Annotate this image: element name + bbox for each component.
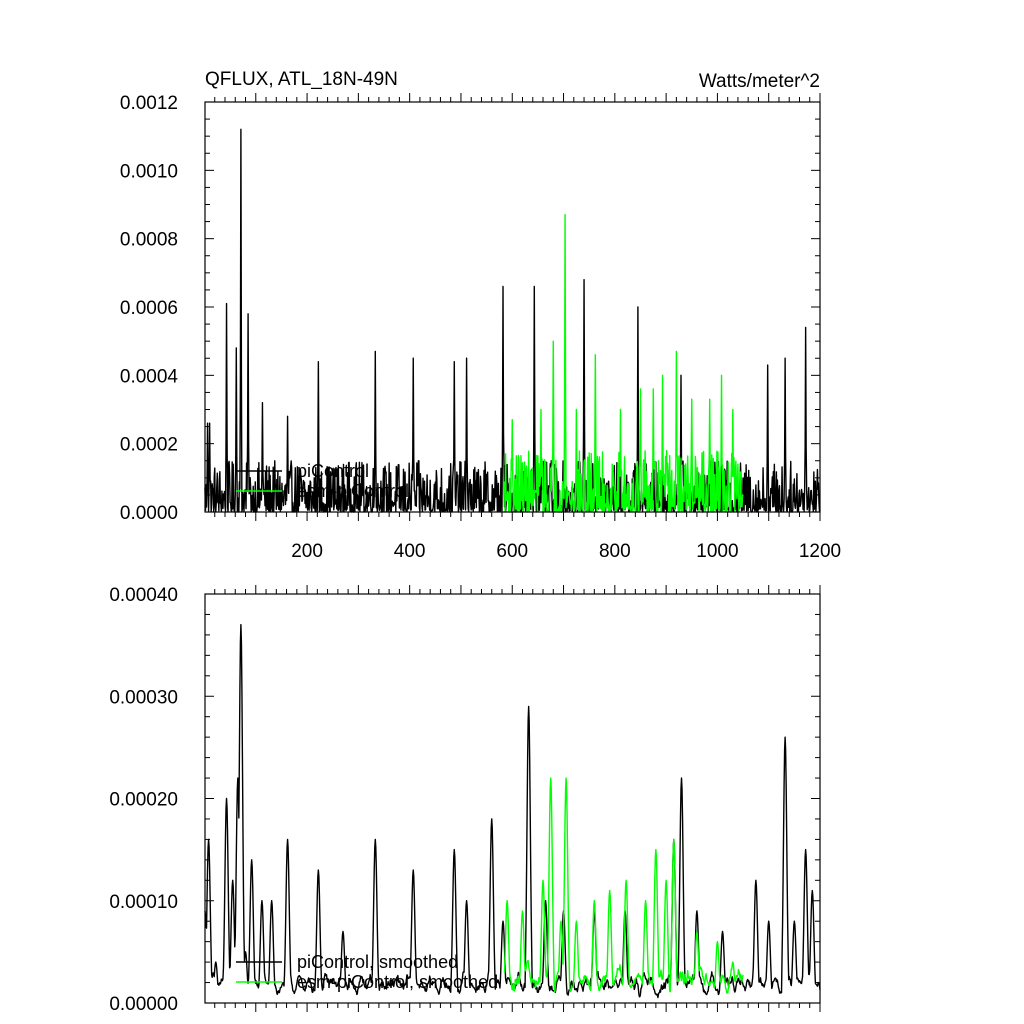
series-line-esm-picontrol-smoothed xyxy=(503,777,744,994)
y-tick-label: 0.0002 xyxy=(120,435,178,456)
y-tick-label: 0.0004 xyxy=(120,366,179,387)
legend-label-picontrol-smoothed: piControl, smoothed xyxy=(297,952,458,972)
bottom-panel: 0.00000 0.00010 0.00020 0.00030 0.00040 piCo… xyxy=(109,585,821,1015)
y-tick-label: 0.00010 xyxy=(109,892,178,913)
bottom-series-layer xyxy=(204,623,821,999)
x-tick-label: 800 xyxy=(599,541,631,562)
top-series-layer xyxy=(204,128,821,513)
x-tick-label: 1000 xyxy=(696,541,738,562)
y-tick-label: 0.0012 xyxy=(120,93,178,114)
y-tick-label: 0.0010 xyxy=(120,161,178,182)
series-line-picontrol-smoothed xyxy=(204,623,821,999)
top-axis-layer: 200 400 600 800 1000 1200 0.0000 0.0002 0.0004 0.… xyxy=(120,93,841,562)
legend-label-picontrol: piControl xyxy=(297,461,369,481)
y-tick-label: 0.00000 xyxy=(109,994,178,1015)
x-tick-label: 1200 xyxy=(799,541,841,562)
series-line-picontrol xyxy=(204,128,821,513)
x-tick-label: 200 xyxy=(291,541,323,562)
top-panel: QFLUX, ATL_18N-49N Watts/meter^2 200 400 6… xyxy=(120,69,841,562)
top-title-left: QFLUX, ATL_18N-49N xyxy=(205,69,398,90)
plot-frame xyxy=(204,593,821,1004)
legend-label-esm-picontrol: esm-piControl xyxy=(297,481,409,501)
bottom-legend: piControl, smoothed esm-piControl, smoot… xyxy=(236,952,498,992)
y-tick-label: 0.0006 xyxy=(120,298,178,319)
y-tick-label: 0.0008 xyxy=(120,230,178,251)
legend-label-esm-picontrol-smoothed: esm-piControl, smoothed xyxy=(297,972,498,992)
top-title-right: Watts/meter^2 xyxy=(699,71,820,92)
y-tick-label: 0.00030 xyxy=(109,687,178,708)
y-tick-label: 0.00020 xyxy=(109,790,178,811)
y-tick-label: 0.00040 xyxy=(109,585,178,606)
x-tick-label: 400 xyxy=(394,541,426,562)
series-line-esm-picontrol xyxy=(503,214,744,513)
x-tick-label: 600 xyxy=(496,541,528,562)
bottom-axis-layer: 0.00000 0.00010 0.00020 0.00030 0.00040 xyxy=(109,585,821,1015)
top-legend: piControl esm-piControl xyxy=(236,461,409,501)
y-tick-label: 0.0000 xyxy=(120,503,178,524)
